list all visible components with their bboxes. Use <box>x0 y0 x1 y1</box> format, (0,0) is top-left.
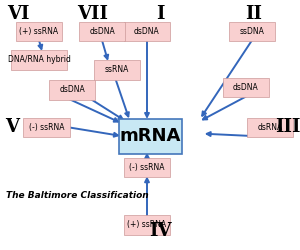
Text: VI: VI <box>7 5 29 23</box>
FancyBboxPatch shape <box>79 22 125 41</box>
FancyBboxPatch shape <box>247 118 293 137</box>
Text: III: III <box>275 118 300 136</box>
Text: II: II <box>245 5 262 23</box>
FancyBboxPatch shape <box>16 22 62 41</box>
FancyBboxPatch shape <box>223 78 269 97</box>
FancyBboxPatch shape <box>11 50 67 70</box>
Text: dsDNA: dsDNA <box>59 86 85 94</box>
FancyBboxPatch shape <box>23 118 70 137</box>
Text: IV: IV <box>149 222 172 240</box>
Text: dsDNA: dsDNA <box>134 27 160 36</box>
Text: dsDNA: dsDNA <box>233 83 259 92</box>
FancyBboxPatch shape <box>124 215 170 235</box>
FancyBboxPatch shape <box>118 119 182 154</box>
Text: DNA/RNA hybrid: DNA/RNA hybrid <box>8 56 70 64</box>
FancyBboxPatch shape <box>229 22 275 41</box>
Text: mRNA: mRNA <box>119 127 181 145</box>
FancyBboxPatch shape <box>94 60 140 80</box>
FancyBboxPatch shape <box>124 22 170 41</box>
Text: ssRNA: ssRNA <box>105 66 129 74</box>
FancyBboxPatch shape <box>49 80 95 100</box>
Text: V: V <box>5 118 19 136</box>
Text: (+) ssRNA: (+) ssRNA <box>128 220 167 230</box>
Text: I: I <box>156 5 165 23</box>
Text: (+) ssRNA: (+) ssRNA <box>20 27 58 36</box>
Text: VII: VII <box>77 5 109 23</box>
Text: dsDNA: dsDNA <box>89 27 115 36</box>
Text: (-) ssRNA: (-) ssRNA <box>29 123 64 132</box>
Text: dsRNA: dsRNA <box>257 123 283 132</box>
Text: (-) ssRNA: (-) ssRNA <box>129 163 165 172</box>
Text: ssDNA: ssDNA <box>240 27 264 36</box>
Text: The Baltimore Classification: The Baltimore Classification <box>6 190 148 200</box>
FancyBboxPatch shape <box>124 158 170 177</box>
